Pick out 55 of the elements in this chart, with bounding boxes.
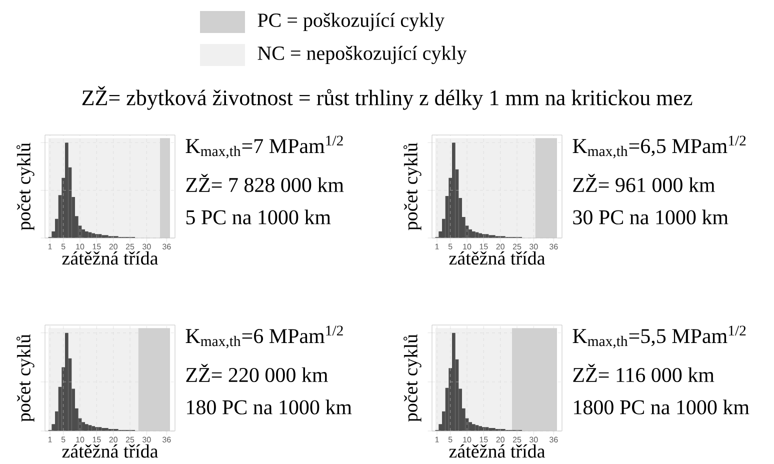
- x-axis-title: zátěžná třída: [449, 444, 546, 458]
- y-axis-title: počet cyklů: [16, 334, 34, 422]
- text: ZŽ= 961 000 km: [573, 174, 715, 192]
- x-tick-label: 20: [109, 244, 118, 250]
- text: 180 PC na 1000 km: [187, 400, 352, 414]
- x-tick-label: 1: [435, 436, 439, 442]
- text: K$_{max,th}$=6,5 MPam$^{1/2}$: [572, 136, 746, 158]
- text: 1800 PC na 1000 km: [574, 400, 750, 414]
- x-tick-label: 30: [530, 244, 538, 250]
- x-tick-label: 20: [109, 436, 118, 442]
- y-axis-title: počet cyklů: [16, 142, 34, 230]
- text: K$_{max,th}$=5,5 MPam$^{1/2}$: [572, 326, 746, 348]
- x-tick-label: 30: [142, 436, 151, 442]
- x-tick-label: 5: [61, 244, 66, 250]
- text: ZŽ= 7 828 000 km: [186, 174, 344, 192]
- text: 30 PC na 1000 km: [573, 210, 728, 224]
- x-tick-label: 5: [448, 436, 452, 442]
- x-tick-label: 20: [496, 436, 504, 442]
- text: K$_{max,th}$=7 MPam$^{1/2}$: [186, 136, 343, 158]
- text: ZŽ= 116 000 km: [573, 364, 714, 382]
- x-tick-label: 15: [92, 436, 101, 442]
- x-tick-label: 15: [92, 244, 101, 250]
- x-tick-label: 15: [480, 436, 488, 442]
- x-tick-label: 5: [61, 436, 66, 442]
- y-axis-title: počet cyklů: [403, 142, 422, 230]
- x-tick-label: 30: [142, 244, 151, 250]
- x-axis-title: zátěžná třída: [62, 444, 158, 458]
- x-tick-label: 36: [162, 436, 171, 442]
- x-tick-label: 10: [463, 244, 472, 250]
- x-tick-label: 20: [496, 244, 504, 250]
- x-tick-label: 5: [448, 244, 452, 250]
- x-tick-label: 36: [162, 244, 171, 250]
- x-axis-title: zátěžná třída: [449, 251, 546, 265]
- legend-label: PC = poškozující cykly: [258, 12, 445, 32]
- text: ZŽ= zbytková životnost = růst trhliny z délky 1 mm na kritickou mez: [82, 86, 692, 110]
- x-axis-title: zátěžná třída: [62, 251, 158, 265]
- y-axis-title: počet cyklů: [403, 334, 422, 422]
- x-tick-label: 10: [76, 244, 84, 250]
- x-tick-label: 1: [48, 244, 52, 250]
- text: ZŽ= 220 000 km: [186, 364, 328, 382]
- legend-label: NC = nepoškozující cykly: [258, 46, 467, 64]
- x-tick-label: 1: [435, 244, 439, 250]
- x-tick-label: 25: [126, 436, 134, 442]
- x-tick-label: 25: [126, 244, 134, 250]
- x-tick-label: 36: [550, 244, 558, 250]
- text: 5 PC na 1000 km: [186, 210, 331, 224]
- x-tick-label: 10: [463, 436, 472, 442]
- x-tick-label: 25: [512, 244, 522, 250]
- x-tick-label: 10: [76, 436, 84, 442]
- text: K$_{max,th}$=6 MPam$^{1/2}$: [186, 326, 343, 348]
- x-tick-label: 25: [512, 436, 522, 442]
- x-tick-label: 15: [480, 244, 488, 250]
- x-tick-label: 1: [48, 436, 52, 442]
- x-tick-label: 30: [530, 436, 538, 442]
- x-tick-label: 36: [550, 436, 558, 442]
